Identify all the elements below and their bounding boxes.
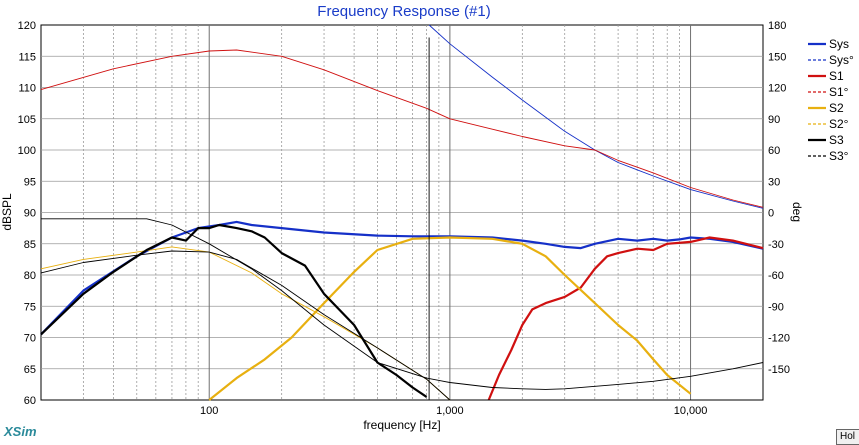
- y-left-tick-label: 60: [24, 395, 36, 407]
- series-line: [208, 236, 692, 401]
- app-brand: XSim: [4, 424, 37, 439]
- x-tick-label: 100: [200, 405, 218, 417]
- y-right-tick-label: 180: [768, 20, 786, 32]
- series-line: [40, 250, 763, 401]
- y-left-tick-label: 85: [24, 239, 36, 251]
- y-right-tick-label: -60: [768, 270, 784, 282]
- legend: Sys Sys° S1 S1° S2 S2° S3 S3°: [808, 37, 854, 163]
- legend-label: Sys°: [829, 53, 854, 67]
- y-right-tick-label: 30: [768, 176, 780, 188]
- y-right-tick-label: 120: [768, 83, 786, 95]
- y-right-tick-label: 0: [768, 208, 774, 220]
- y-left-tick-label: 95: [24, 176, 36, 188]
- series-line: [40, 220, 764, 336]
- y-right-tick-label: 150: [768, 51, 786, 63]
- y-left-tick-label: 105: [18, 114, 36, 126]
- legend-label: S1°: [829, 85, 849, 99]
- y-right-tick-label: -120: [768, 333, 790, 345]
- y-right-tick-label: -150: [768, 364, 790, 376]
- y-left-tick-label: 75: [24, 301, 36, 313]
- axis-ticks: 120 115 110 105 100 95 90 85 80 75 70 65 60 180 150 120…: [18, 20, 790, 417]
- y-axis-left-label: dBSPL: [0, 193, 14, 231]
- series-line: [40, 49, 764, 208]
- y-right-tick-label: 90: [768, 114, 780, 126]
- y-left-tick-label: 90: [24, 208, 36, 220]
- series-lines: [40, 24, 764, 401]
- grid: [41, 25, 763, 400]
- chart-title: Frequency Response (#1): [317, 3, 490, 20]
- y-right-tick-label: 60: [768, 145, 780, 157]
- legend-label: S3: [829, 133, 844, 147]
- x-tick-label: 1,000: [436, 405, 464, 417]
- legend-label: S2: [829, 101, 844, 115]
- y-left-tick-label: 115: [18, 51, 36, 63]
- legend-label: S3°: [829, 149, 849, 163]
- series-line: [40, 223, 428, 398]
- legend-label: S1: [829, 69, 844, 83]
- x-tick-label: 10,000: [674, 405, 708, 417]
- hold-button[interactable]: Hol: [836, 429, 859, 445]
- x-axis-label: frequency [Hz]: [363, 418, 440, 432]
- y-axis-right-label: deg: [790, 202, 804, 222]
- series-line: [487, 236, 764, 401]
- y-right-tick-label: -30: [768, 239, 784, 251]
- legend-label: Sys: [829, 37, 849, 51]
- y-left-tick-label: 70: [24, 333, 36, 345]
- y-left-tick-label: 80: [24, 270, 36, 282]
- y-left-tick-label: 65: [24, 364, 36, 376]
- y-left-tick-label: 100: [18, 145, 36, 157]
- legend-label: S2°: [829, 117, 849, 131]
- series-line: [41, 218, 764, 390]
- y-left-tick-label: 120: [18, 20, 36, 32]
- y-left-tick-label: 110: [18, 83, 36, 95]
- y-right-tick-label: -90: [768, 301, 784, 313]
